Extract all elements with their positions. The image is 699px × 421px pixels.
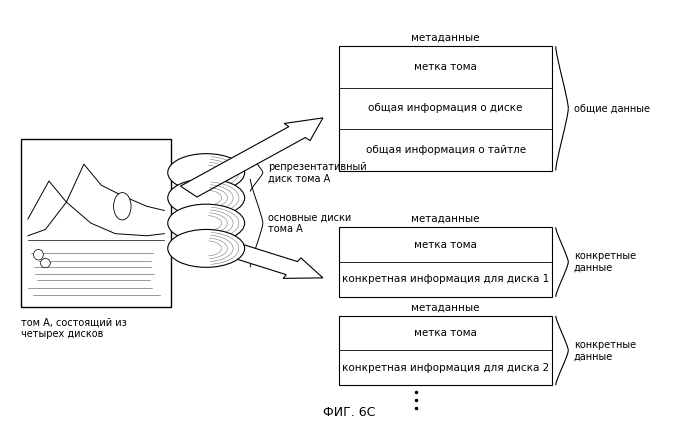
Ellipse shape	[168, 229, 245, 267]
Text: основные диски
тома А: основные диски тома А	[268, 212, 352, 234]
Text: метка тома: метка тома	[415, 328, 477, 338]
Text: ФИГ. 6С: ФИГ. 6С	[324, 406, 375, 419]
Bar	[339, 46, 552, 171]
Text: репрезентативный
диск тома А: репрезентативный диск тома А	[268, 162, 367, 184]
Text: конкретные
данные: конкретные данные	[574, 340, 636, 361]
Ellipse shape	[168, 204, 245, 242]
Text: общие данные: общие данные	[574, 104, 650, 113]
Text: конкретная информация для диска 2: конкретная информация для диска 2	[342, 363, 549, 373]
Polygon shape	[180, 118, 323, 197]
Text: метка тома: метка тома	[415, 240, 477, 250]
Ellipse shape	[113, 192, 131, 220]
Ellipse shape	[168, 179, 245, 217]
Text: конкретная информация для диска 1: конкретная информация для диска 1	[342, 274, 549, 285]
Bar	[339, 316, 552, 385]
Bar	[339, 227, 552, 297]
Text: метаданные: метаданные	[412, 302, 480, 312]
Text: конкретные
данные: конкретные данные	[574, 251, 636, 273]
Text: метаданные: метаданные	[412, 33, 480, 43]
Text: общая информация о диске: общая информация о диске	[368, 104, 523, 113]
Ellipse shape	[41, 258, 50, 268]
Text: общая информация о тайтле: общая информация о тайтле	[366, 145, 526, 155]
Bar	[21, 139, 171, 307]
Text: метаданные: метаданные	[412, 214, 480, 224]
Text: том А, состоящий из
четырех дисков: том А, состоящий из четырех дисков	[21, 318, 127, 339]
Polygon shape	[183, 229, 323, 278]
Ellipse shape	[168, 154, 245, 192]
Ellipse shape	[34, 249, 43, 260]
Text: метка тома: метка тома	[415, 62, 477, 72]
